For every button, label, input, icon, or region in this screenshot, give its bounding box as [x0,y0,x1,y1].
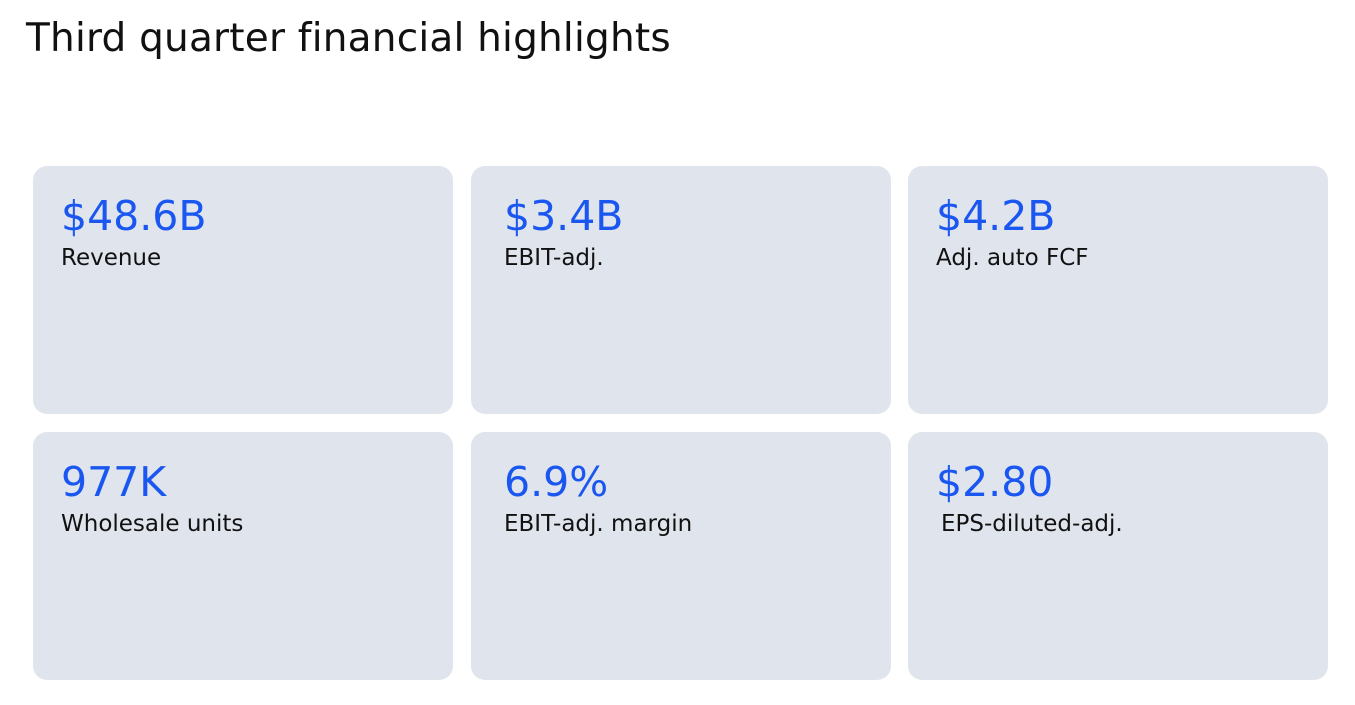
metric-label: EPS-diluted-adj. [941,511,1123,537]
metric-card-adj-auto-fcf: $4.2B Adj. auto FCF [908,166,1328,414]
metric-label: EBIT-adj. margin [504,511,693,537]
metric-card-ebit-adj-margin: 6.9% EBIT-adj. margin [471,432,891,680]
metric-value: 6.9% [504,458,609,506]
page-title: Third quarter financial highlights [26,16,671,61]
metric-value: 977K [61,458,167,506]
metric-label: Wholesale units [61,511,244,537]
metric-label: EBIT-adj. [504,245,604,271]
metric-value: $2.80 [936,458,1054,506]
metric-label: Adj. auto FCF [936,245,1089,271]
metric-value: $3.4B [504,192,624,240]
metric-card-revenue: $48.6B Revenue [33,166,453,414]
metric-value: $48.6B [61,192,207,240]
metric-card-eps-diluted-adj: $2.80 EPS-diluted-adj. [908,432,1328,680]
metric-value: $4.2B [936,192,1056,240]
metric-label: Revenue [61,245,162,271]
metric-card-wholesale-units: 977K Wholesale units [33,432,453,680]
metric-card-ebit-adj: $3.4B EBIT-adj. [471,166,891,414]
